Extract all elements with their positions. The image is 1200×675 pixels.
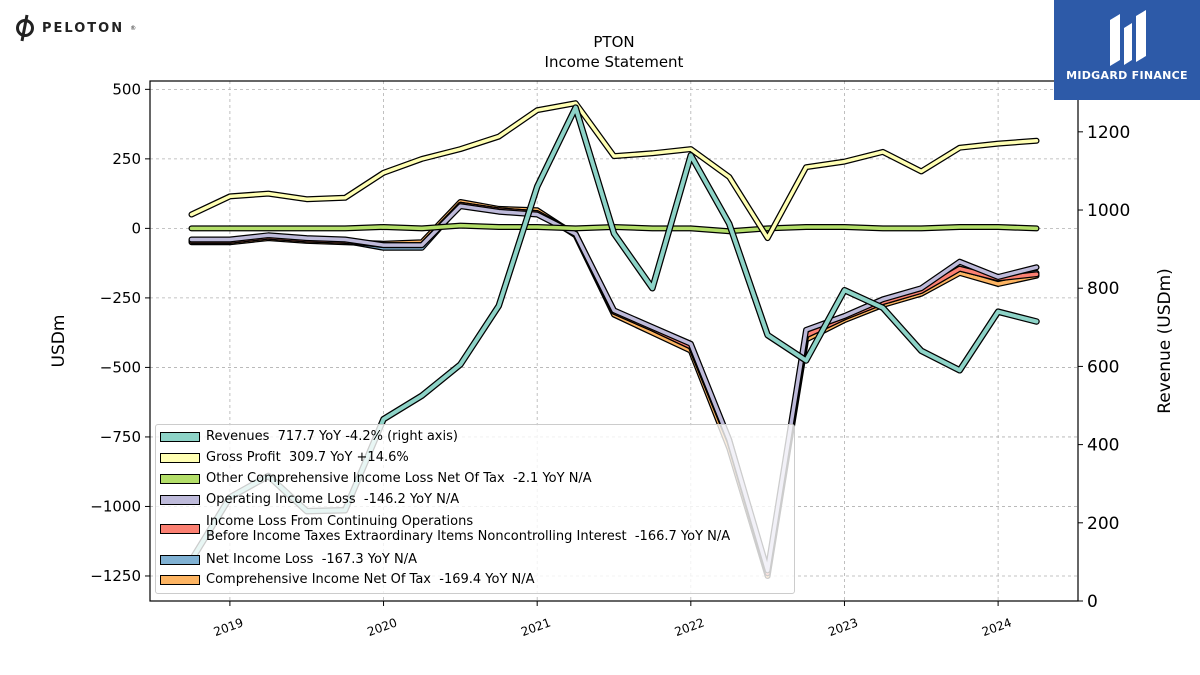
- legend-entry-net-income: Net Income Loss -167.3 YoY N/A: [160, 552, 417, 567]
- legend-label: Other Comprehensive Income Loss Net Of T…: [206, 471, 592, 486]
- legend-swatch: [160, 452, 200, 463]
- y-tick-label-left: 250: [112, 150, 141, 168]
- midgard-finance-name: MIDGARD FINANCE: [1066, 69, 1188, 82]
- y-tick-label-left: −750: [100, 428, 141, 446]
- x-tick-label: 2024: [980, 615, 1013, 639]
- legend-swatch: [160, 554, 200, 565]
- y-tick-label-left: −1000: [90, 497, 141, 515]
- chart-subtitle: Income Statement: [545, 53, 684, 71]
- legend-swatch: [160, 524, 200, 534]
- midgard-logo-icon: [1110, 10, 1146, 66]
- y-tick-label-right: 400: [1087, 436, 1119, 456]
- legend-label: Comprehensive Income Net Of Tax -169.4 Y…: [206, 572, 535, 587]
- y-axis-label-left: USDm: [49, 315, 69, 368]
- x-tick-label: 2019: [212, 615, 245, 639]
- trademark-mark: ®: [130, 24, 137, 32]
- peloton-brand: PELOTON ®: [14, 14, 136, 42]
- plot-frame: [149, 80, 1079, 602]
- y-tick-label-left: 500: [112, 80, 141, 98]
- legend-swatch: [160, 431, 200, 442]
- peloton-wordmark: PELOTON: [42, 20, 125, 36]
- legend-swatch: [160, 574, 200, 585]
- legend-label: Gross Profit 309.7 YoY +14.6%: [206, 450, 409, 465]
- y-tick-label-left: 0: [131, 219, 141, 237]
- y-tick-label-right: 1000: [1087, 201, 1130, 221]
- legend-entry-operating-income: Operating Income Loss -146.2 YoY N/A: [160, 492, 459, 507]
- series-line-operating-income-loss: [189, 204, 1039, 573]
- legend-label: Net Income Loss -167.3 YoY N/A: [206, 552, 417, 567]
- x-tick-label: 2023: [826, 615, 859, 639]
- legend-label: Revenues 717.7 YoY -4.2% (right axis): [206, 429, 458, 444]
- y-tick-label-right: 0: [1087, 592, 1098, 612]
- x-tick-label: 2020: [365, 615, 398, 639]
- y-axis-label-right: Revenue (USDm): [1155, 268, 1175, 414]
- midgard-finance-badge: MIDGARD FINANCE: [1054, 0, 1200, 100]
- y-tick-label-left: −250: [100, 289, 141, 307]
- x-tick-label: 2021: [519, 615, 552, 639]
- x-tick-label: 2022: [673, 615, 706, 639]
- legend-swatch: [160, 494, 200, 505]
- y-tick-label-left: −500: [100, 358, 141, 376]
- y-tick-label-right: 1200: [1087, 123, 1130, 143]
- legend-label: Operating Income Loss -146.2 YoY N/A: [206, 492, 460, 507]
- legend-label: Income Loss From Continuing Operations B…: [206, 514, 731, 544]
- y-tick-label-right: 600: [1087, 357, 1119, 377]
- y-tick-label-left: −1250: [90, 567, 141, 585]
- legend-entry-revenues: Revenues 717.7 YoY -4.2% (right axis): [160, 429, 458, 444]
- peloton-logo-icon: [16, 14, 34, 42]
- series-line-gross-profit: [189, 101, 1039, 240]
- series-outline-gross-profit: [188, 100, 1040, 242]
- legend-entry-income-before-taxes: Income Loss From Continuing Operations B…: [160, 514, 730, 544]
- y-tick-label-right: 200: [1087, 514, 1119, 534]
- y-tick-label-right: 800: [1087, 279, 1119, 299]
- chart-title: PTON: [593, 33, 634, 51]
- legend-entry-comprehensive-income: Comprehensive Income Net Of Tax -169.4 Y…: [160, 572, 535, 587]
- legend: Revenues 717.7 YoY -4.2% (right axis) Gr…: [155, 424, 795, 594]
- legend-entry-other-comprehensive-income: Other Comprehensive Income Loss Net Of T…: [160, 471, 592, 486]
- legend-swatch: [160, 473, 200, 484]
- legend-entry-gross-profit: Gross Profit 309.7 YoY +14.6%: [160, 450, 409, 465]
